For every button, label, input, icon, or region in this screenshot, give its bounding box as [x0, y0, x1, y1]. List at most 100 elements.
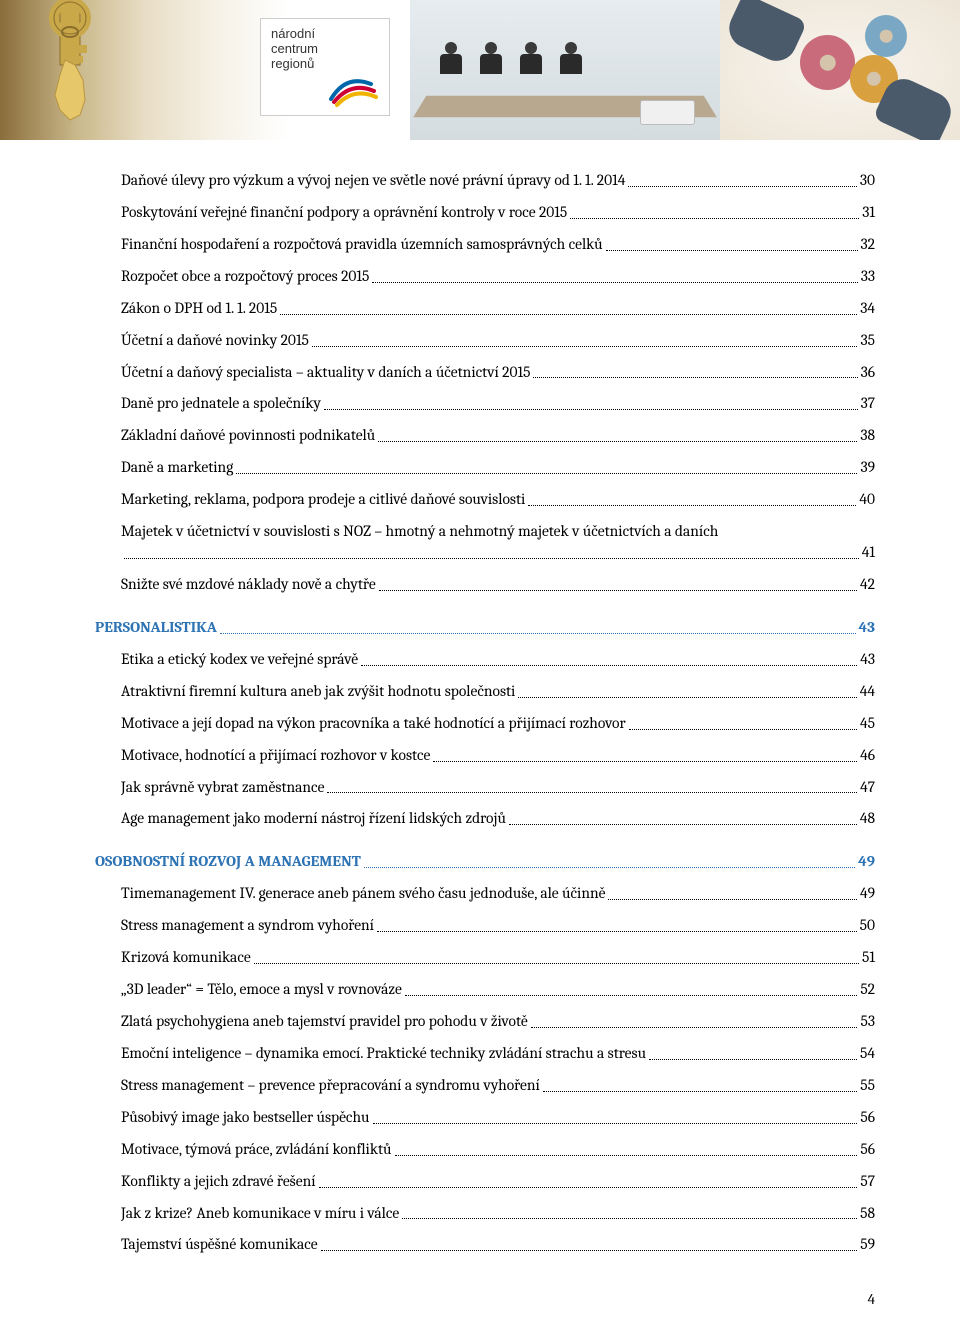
toc-leader-dots [543, 1091, 857, 1092]
toc-leader-dots [629, 729, 857, 730]
toc-content: Daňové úlevy pro výzkum a vývoj nejen ve… [0, 140, 960, 1338]
toc-entry[interactable]: Poskytování veřejné finanční podpory a o… [95, 202, 875, 223]
toc-leader-dots [327, 792, 857, 793]
toc-title: Konflikty a jejich zdravé řešení [121, 1171, 316, 1192]
toc-page-number: 53 [860, 1011, 875, 1032]
toc-entry[interactable]: Tajemství úspěšné komunikace59 [95, 1234, 875, 1255]
toc-page-number: 49 [860, 883, 875, 904]
toc-entry[interactable]: Působivý image jako bestseller úspěchu 56 [95, 1107, 875, 1128]
logo-text-1: národní [271, 27, 379, 42]
logo-box: národní centrum regionů [260, 18, 390, 116]
toc-entry[interactable]: Krizová komunikace51 [95, 947, 875, 968]
toc-page-number: 41 [862, 542, 875, 563]
toc-title: Daně a marketing [121, 457, 233, 478]
toc-entry[interactable]: Konflikty a jejich zdravé řešení57 [95, 1171, 875, 1192]
toc-entry[interactable]: Motivace, týmová práce, zvládání konflik… [95, 1139, 875, 1160]
toc-page-number: 42 [860, 574, 875, 595]
toc-entry[interactable]: Stress management a syndrom vyhoření50 [95, 915, 875, 936]
toc-title: OSOBNOSTNÍ ROZVOJ A MANAGEMENT [95, 851, 361, 872]
toc-page-number: 48 [860, 808, 875, 829]
toc-entry[interactable]: Daně a marketing39 [95, 457, 875, 478]
header-banner: národní centrum regionů [0, 0, 960, 140]
toc-page-number: 50 [860, 915, 875, 936]
toc-title: Motivace, týmová práce, zvládání konflik… [121, 1139, 392, 1160]
toc-entry[interactable]: Finanční hospodaření a rozpočtová pravid… [95, 234, 875, 255]
toc-page-number: 52 [860, 979, 875, 1000]
toc-entry[interactable]: 41 [95, 542, 875, 563]
toc-entry[interactable]: Etika a etický kodex ve veřejné správě 43 [95, 649, 875, 670]
toc-entry[interactable]: Age management jako moderní nástroj říze… [95, 808, 875, 829]
toc-title: Jak z krize? Aneb komunikace v míru i vá… [121, 1203, 399, 1224]
toc-entry[interactable]: Motivace, hodnotící a přijímací rozhovor… [95, 745, 875, 766]
toc-title: Emoční inteligence – dynamika emocí. Pra… [121, 1043, 646, 1064]
toc-entry[interactable]: Daně pro jednatele a společníky37 [95, 393, 875, 414]
toc-title: Majetek v účetnictví v souvislosti s NOZ… [121, 521, 718, 542]
toc-title: Finanční hospodaření a rozpočtová pravid… [121, 234, 603, 255]
toc-page-number: 55 [860, 1075, 875, 1096]
toc-title: Marketing, reklama, podpora prodeje a ci… [121, 489, 525, 510]
toc-page-number: 40 [859, 489, 875, 510]
page-number: 4 [95, 1290, 875, 1308]
toc-leader-dots [528, 505, 856, 506]
toc-leader-dots [570, 218, 859, 219]
toc-entry[interactable]: Stress management – prevence přepracován… [95, 1075, 875, 1096]
toc-leader-dots [378, 441, 857, 442]
logo-text-2: centrum [271, 42, 379, 57]
toc-page-number: 54 [860, 1043, 875, 1064]
toc-page-number: 31 [862, 202, 875, 223]
toc-entry[interactable]: Atraktivní firemní kultura aneb jak zvýš… [95, 681, 875, 702]
toc-title: Etika a etický kodex ve veřejné správě [121, 649, 358, 670]
toc-entry[interactable]: Účetní a daňové novinky 201535 [95, 330, 875, 351]
toc-entry[interactable]: Timemanagement IV. generace aneb pánem s… [95, 883, 875, 904]
toc-entry[interactable]: Zákon o DPH od 1. 1. 201534 [95, 298, 875, 319]
toc-entry[interactable]: Základní daňové povinnosti podnikatelů38 [95, 425, 875, 446]
toc-leader-dots [321, 1250, 858, 1251]
toc-leader-dots [220, 633, 856, 634]
toc-title: Snižte své mzdové náklady nově a chytře [121, 574, 376, 595]
toc-entry[interactable]: Motivace a její dopad na výkon pracovník… [95, 713, 875, 734]
toc-entry[interactable]: Jak správně vybrat zaměstnance47 [95, 777, 875, 798]
toc-page-number: 37 [861, 393, 875, 414]
toc-page-number: 43 [860, 649, 875, 670]
toc-leader-dots [531, 1027, 858, 1028]
toc-leader-dots [312, 346, 858, 347]
toc-entry[interactable]: Snižte své mzdové náklady nově a chytře 4… [95, 574, 875, 595]
toc-page-number: 46 [860, 745, 875, 766]
toc-leader-dots [395, 1155, 858, 1156]
toc-entry[interactable]: Majetek v účetnictví v souvislosti s NOZ… [95, 521, 875, 542]
toc-entry[interactable]: Zlatá psychohygiena aneb tajemství pravi… [95, 1011, 875, 1032]
toc-leader-dots [372, 282, 857, 283]
toc-entry[interactable]: Rozpočet obce a rozpočtový proces 201533 [95, 266, 875, 287]
toc-leader-dots [373, 1123, 858, 1124]
toc-title: Atraktivní firemní kultura aneb jak zvýš… [121, 681, 515, 702]
toc-section-heading[interactable]: OSOBNOSTNÍ ROZVOJ A MANAGEMENT 49 [95, 851, 875, 872]
toc-entry[interactable]: Daňové úlevy pro výzkum a vývoj nejen ve… [95, 170, 875, 191]
toc-leader-dots [379, 590, 857, 591]
toc-page-number: 49 [858, 851, 875, 872]
toc-page-number: 47 [860, 777, 875, 798]
toc-leader-dots [649, 1059, 857, 1060]
toc-entry[interactable]: Emoční inteligence – dynamika emocí. Pra… [95, 1043, 875, 1064]
toc-leader-dots [324, 409, 858, 410]
toc-title: Zákon o DPH od 1. 1. 2015 [121, 298, 277, 319]
toc-leader-dots [433, 761, 857, 762]
toc-title: Rozpočet obce a rozpočtový proces 2015 [121, 266, 369, 287]
toc-leader-dots [533, 377, 857, 378]
key-graphic [25, 0, 115, 140]
toc-entry[interactable]: „3D leader“ = Tělo, emoce a mysl v rovno… [95, 979, 875, 1000]
toc-page-number: 30 [860, 170, 875, 191]
toc-title: Krizová komunikace [121, 947, 251, 968]
toc-title: Stress management – prevence přepracován… [121, 1075, 540, 1096]
toc-entry[interactable]: Marketing, reklama, podpora prodeje a ci… [95, 489, 875, 510]
toc-leader-dots [509, 824, 857, 825]
toc-title: Timemanagement IV. generace aneb pánem s… [121, 883, 605, 904]
toc-entry[interactable]: Účetní a daňový specialista – aktuality … [95, 362, 875, 383]
toc-title: Účetní a daňový specialista – aktuality … [121, 362, 530, 383]
toc-page-number: 56 [860, 1107, 875, 1128]
toc-section-heading[interactable]: PERSONALISTIKA43 [95, 617, 875, 638]
toc-title: Motivace, hodnotící a přijímací rozhovor… [121, 745, 430, 766]
toc-title: PERSONALISTIKA [95, 617, 217, 638]
toc-title: Působivý image jako bestseller úspěchu [121, 1107, 370, 1128]
toc-page-number: 35 [860, 330, 875, 351]
toc-entry[interactable]: Jak z krize? Aneb komunikace v míru i vá… [95, 1203, 875, 1224]
